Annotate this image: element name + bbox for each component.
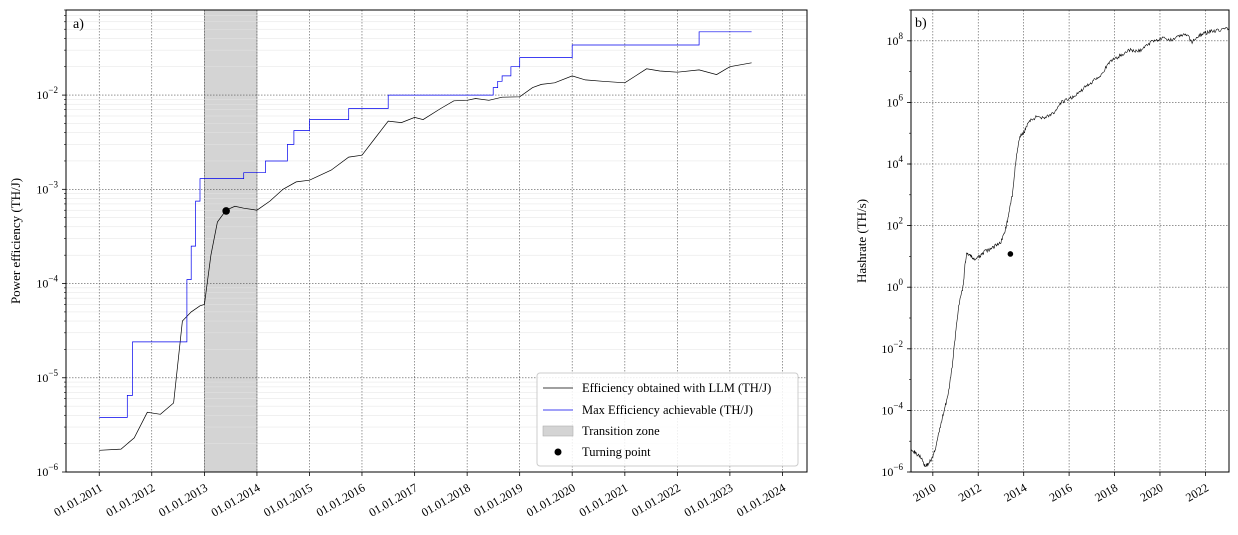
- legend-label-max-efficiency: Max Efficiency achievable (TH/J): [582, 403, 753, 417]
- y-tick-label: 10−5: [36, 368, 58, 385]
- panel-a-label: a): [73, 17, 84, 32]
- turning-point-marker: [222, 207, 230, 215]
- series-line-hashrate: [911, 27, 1229, 468]
- y-tick-label: 10−4: [36, 274, 58, 291]
- panel-b-label: b): [915, 16, 927, 31]
- series-line-llm-efficiency: [99, 62, 752, 451]
- panel-b-series: [911, 27, 1229, 468]
- turning-point-marker: [1007, 251, 1014, 257]
- legend-swatch-transition-zone: [542, 425, 574, 437]
- y-tick-label: 10−6: [36, 462, 58, 479]
- transition-zone-rect: [204, 9, 258, 473]
- legend-label-transition-zone: Transition zone: [582, 424, 660, 438]
- panel-a-y-ticks: 10−6 10−5 10−4 10−3 10−2: [36, 9, 66, 479]
- y-tick-label: 10−2: [881, 339, 903, 356]
- panel-a-plot-frame: [65, 9, 808, 473]
- y-tick-label: 10−2: [36, 85, 58, 102]
- y-tick-label: 106: [887, 92, 904, 109]
- panel-b-y-ticks: 10−6 10−4 10−2 100 102 104 106 108: [881, 9, 911, 479]
- panel-a-legend: Efficiency obtained with LLM (TH/J) Max …: [536, 372, 799, 467]
- transition-zone-band: [204, 9, 258, 473]
- y-tick-label: 100: [887, 277, 904, 294]
- panel-b-plot-frame: [910, 9, 1230, 473]
- legend-swatch-turning-point: [554, 448, 562, 456]
- y-tick-label: 104: [887, 154, 904, 171]
- panel-a-series: [99, 31, 752, 451]
- legend-box: [536, 372, 799, 467]
- series-step-max-efficiency: [99, 31, 752, 418]
- legend-label-llm-efficiency: Efficiency obtained with LLM (TH/J): [582, 381, 771, 395]
- y-tick-label: 10−3: [36, 179, 58, 196]
- panel-a-y-axis-label: Power efficiency (TH/J): [8, 178, 23, 304]
- panel-b-y-axis-label: Hashrate (TH/s): [854, 199, 869, 283]
- y-tick-label: 108: [887, 31, 904, 48]
- legend-label-turning-point: Turning point: [582, 445, 651, 459]
- y-tick-label: 102: [887, 216, 904, 233]
- y-tick-label: 10−4: [881, 400, 903, 417]
- y-tick-label: 10−6: [881, 462, 903, 479]
